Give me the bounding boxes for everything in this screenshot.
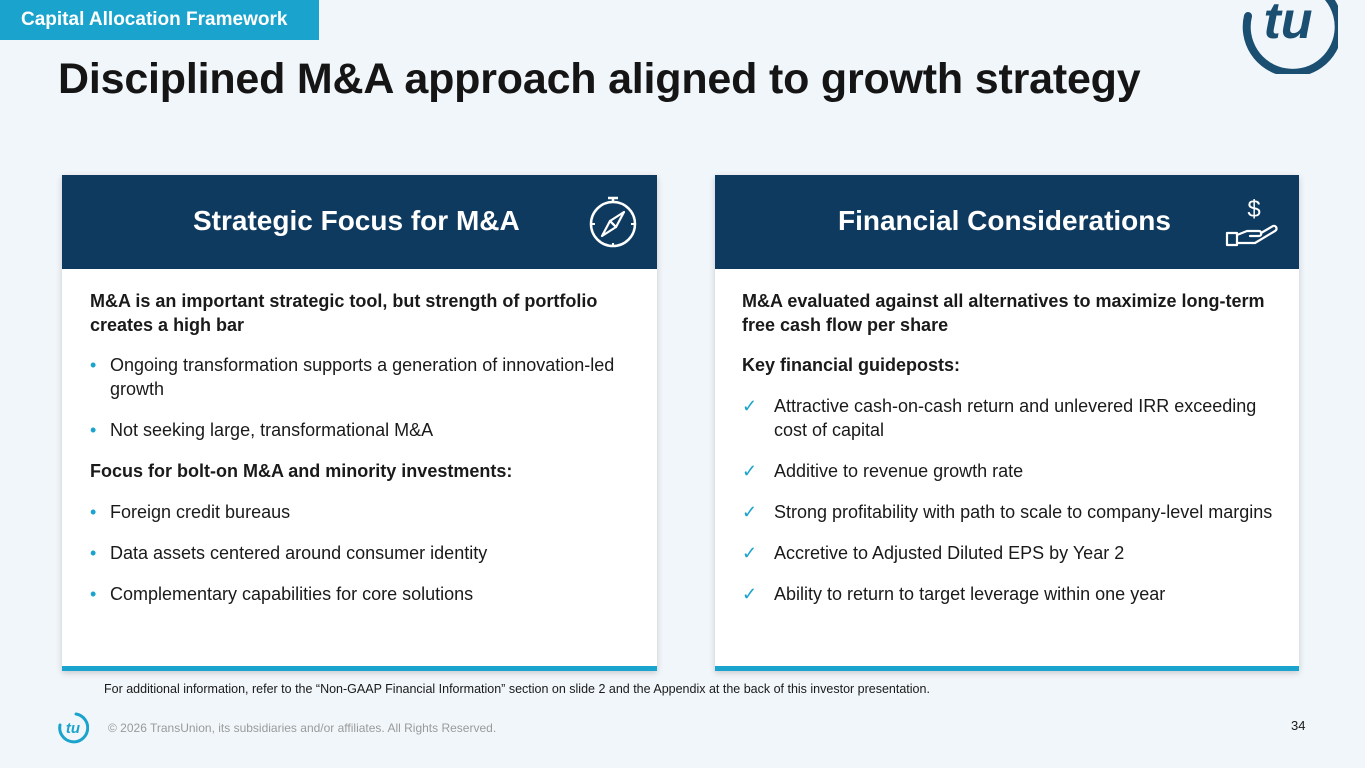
card-accent-bar <box>715 666 1299 671</box>
card-body: M&A is an important strategic tool, but … <box>90 289 637 606</box>
card-title: Financial Considerations <box>838 205 1171 236</box>
right-subhead: Key financial guideposts: <box>742 355 961 375</box>
list-item: ✓ Ability to return to target leverage w… <box>742 584 1166 604</box>
card-body: M&A evaluated against all alternatives t… <box>742 289 1279 606</box>
bullet-dot: • <box>90 584 97 604</box>
dollar-hand-icon: $ <box>1225 196 1278 247</box>
list-item: ✓ Attractive cash-on-cash return and unl… <box>742 396 1257 440</box>
footnote: For additional information, refer to the… <box>104 682 930 696</box>
svg-text:$: $ <box>1247 196 1260 223</box>
left-subhead: Focus for bolt-on M&A and minority inves… <box>90 461 513 481</box>
card-title: Strategic Focus for M&A <box>193 205 520 236</box>
page-number: 34 <box>1291 718 1306 733</box>
svg-text:tu: tu <box>66 720 80 737</box>
checkmark-icon: ✓ <box>742 396 758 416</box>
list-item: • Ongoing transformation supports a gene… <box>90 355 615 399</box>
compass-icon <box>589 196 637 248</box>
checkmark-icon: ✓ <box>742 502 758 522</box>
financial-considerations-card: Financial Considerations $ M&A evaluated… <box>715 175 1299 671</box>
list-item: • Foreign credit bureaus <box>90 502 291 522</box>
bullet-dot: • <box>90 355 97 375</box>
list-item: • Complementary capabilities for core so… <box>90 584 474 604</box>
left-intro: M&A is an important strategic tool, but … <box>90 291 598 335</box>
svg-text:tu: tu <box>1263 0 1312 50</box>
list-item: ✓ Accretive to Adjusted Diluted EPS by Y… <box>742 543 1125 563</box>
list-item: • Data assets centered around consumer i… <box>90 543 488 563</box>
bullet-dot: • <box>90 543 97 563</box>
copyright: © 2026 TransUnion, its subsidiaries and/… <box>108 721 497 735</box>
card-accent-bar <box>62 666 657 671</box>
card-header: Strategic Focus for M&A <box>62 175 657 269</box>
transunion-logo-icon: tu <box>58 712 89 744</box>
card-header: Financial Considerations $ <box>715 175 1299 269</box>
list-item: ✓ Strong profitability with path to scal… <box>742 502 1273 522</box>
strategic-focus-card: Strategic Focus for M&A M&A is an import… <box>62 175 657 671</box>
checkmark-icon: ✓ <box>742 461 758 481</box>
bullet-dot: • <box>90 502 97 522</box>
bullet-dot: • <box>90 420 97 440</box>
right-intro: M&A evaluated against all alternatives t… <box>742 291 1265 335</box>
section-tag: Capital Allocation Framework <box>0 0 319 40</box>
transunion-logo-icon: tu <box>1242 0 1338 74</box>
list-item: ✓ Additive to revenue growth rate <box>742 461 1024 481</box>
checkmark-icon: ✓ <box>742 543 758 563</box>
list-item: • Not seeking large, transformational M&… <box>90 420 434 440</box>
checkmark-icon: ✓ <box>742 584 758 604</box>
page-title: Disciplined M&A approach aligned to grow… <box>58 55 1141 103</box>
